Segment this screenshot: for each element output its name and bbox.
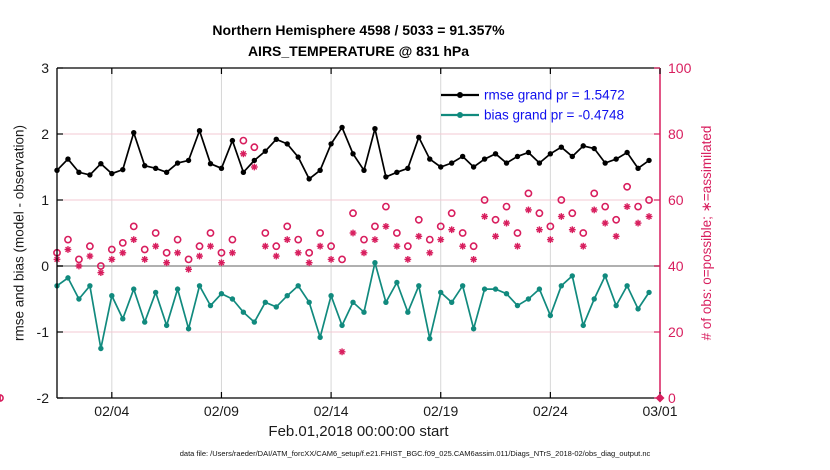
tick-label: -2: [37, 390, 50, 406]
tick-label: -1: [37, 324, 50, 340]
tick-label: 02/19: [423, 403, 458, 419]
tick-label: 03/01: [642, 403, 677, 419]
terminal-zero-marker: [655, 393, 665, 403]
tick-label: 60: [668, 192, 684, 208]
tick-label: 02/09: [204, 403, 239, 419]
tick-label: 0: [668, 390, 676, 406]
tick-label: 2: [41, 126, 49, 142]
assimilated-series: [0, 150, 653, 402]
tick-label: 80: [668, 126, 684, 142]
tick-label: 0: [41, 258, 49, 274]
possible-series: [0, 136, 653, 402]
tick-label: 02/04: [94, 403, 129, 419]
tick-label: 3: [41, 60, 49, 76]
gridlines: [57, 68, 660, 398]
chart-subtitle: AIRS_TEMPERATURE @ 831 hPa: [247, 43, 470, 59]
data-file-path: data file: /Users/raeder/DAI/ATM_forcXX/…: [179, 449, 651, 458]
tick-label: rmse grand pr = 1.5472: [484, 88, 625, 103]
tick-label: 100: [668, 60, 692, 76]
rmse-series: [54, 124, 652, 182]
bias-series: [54, 260, 652, 352]
tick-label: 1: [41, 192, 49, 208]
chart-title: Northern Hemisphere 4598 / 5033 = 91.357…: [212, 22, 505, 38]
legend-item-bias: bias grand pr = -0.4748: [441, 108, 624, 123]
right-y-axis-label: # of obs: o=possible; ∗=assimilated: [699, 125, 714, 341]
x-axis-label: Feb.01,2018 00:00:00 start: [268, 423, 449, 440]
legend-item-rmse: rmse grand pr = 1.5472: [441, 88, 625, 103]
left-y-axis-label: rmse and bias (model - observation): [11, 124, 27, 342]
tick-label: 02/24: [533, 403, 568, 419]
tick-label: 20: [668, 324, 684, 340]
axes: 02/04 02/09 02/14 02/19 02/24 03/01 -2 -1 0 1 2 3 0 2…: [37, 60, 692, 419]
legend: rmse grand pr = 1.5472 bias grand pr = -0…: [441, 88, 625, 123]
tick-label: bias grand pr = -0.4748: [484, 108, 624, 123]
tick-label: 02/14: [314, 403, 349, 419]
tick-label: 40: [668, 258, 684, 274]
